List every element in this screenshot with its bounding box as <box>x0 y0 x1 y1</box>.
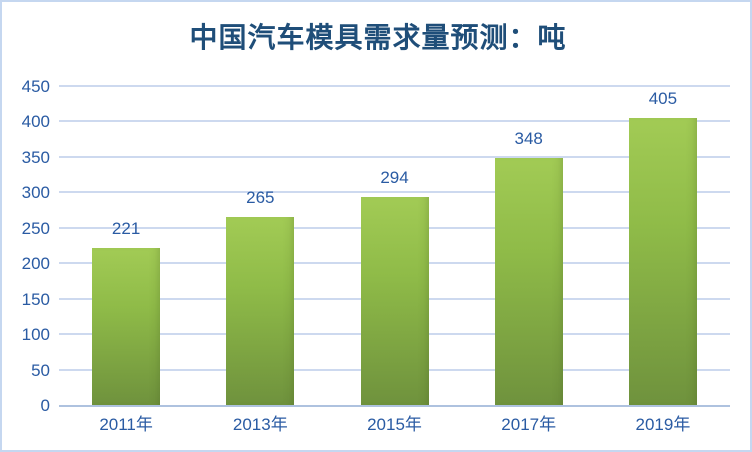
y-tick-label-350: 350 <box>21 147 50 167</box>
x-tick-label-2011年: 2011年 <box>99 415 153 434</box>
bar-slot-2011年: 221 <box>59 86 193 405</box>
x-tick-label-2019年: 2019年 <box>635 415 691 434</box>
gridline-400 <box>59 120 730 123</box>
y-tick-label-100: 100 <box>21 325 50 345</box>
bar-slot-2013年: 265 <box>193 86 327 405</box>
x-tick-label-2017年: 2017年 <box>501 415 557 434</box>
bar-2011年 <box>92 248 161 405</box>
gridline-350 <box>59 155 730 158</box>
y-tick-label-50: 50 <box>31 360 50 380</box>
x-tick-label-2015年: 2015年 <box>367 415 422 434</box>
bar-2019年 <box>628 118 697 405</box>
data-label-2011年: 221 <box>111 219 141 238</box>
gridline-450 <box>59 85 730 87</box>
data-label-2013年: 265 <box>246 188 275 207</box>
chart-title: 中国汽车模具需求量预测：吨 <box>189 21 567 54</box>
bar-2017年 <box>494 158 563 405</box>
bar-2013年 <box>226 217 295 405</box>
y-tick-label-300: 300 <box>21 183 50 203</box>
bar-slot-2015年: 294 <box>327 86 461 405</box>
data-label-2017年: 348 <box>514 129 543 148</box>
y-tick-label-200: 200 <box>21 254 50 274</box>
bar-slot-2019年: 405 <box>596 86 730 405</box>
y-tick-label-250: 250 <box>21 218 50 238</box>
y-axis-tick-labels: 0 50 100 150 200 250 300 350 400 450 <box>2 78 50 414</box>
y-tick-label-400: 400 <box>21 112 50 132</box>
bar-2015年 <box>360 197 429 405</box>
y-tick-label-150: 150 <box>21 289 50 309</box>
bar-slot-2017年: 348 <box>462 86 596 405</box>
plot-area: 221 265 294 348 405 <box>59 85 730 407</box>
y-tick-label-0: 0 <box>40 396 50 415</box>
bar-series: 221 265 294 348 405 <box>59 86 730 405</box>
gridline-300 <box>59 191 730 194</box>
y-tick-label-450: 450 <box>21 77 50 96</box>
x-tick-label-2013年: 2013年 <box>232 415 288 434</box>
data-label-2015年: 294 <box>380 168 409 187</box>
data-label-2019年: 405 <box>648 89 678 108</box>
x-axis-tick-labels: 2011年 2013年 2015年 2017年 2019年 <box>59 410 730 435</box>
